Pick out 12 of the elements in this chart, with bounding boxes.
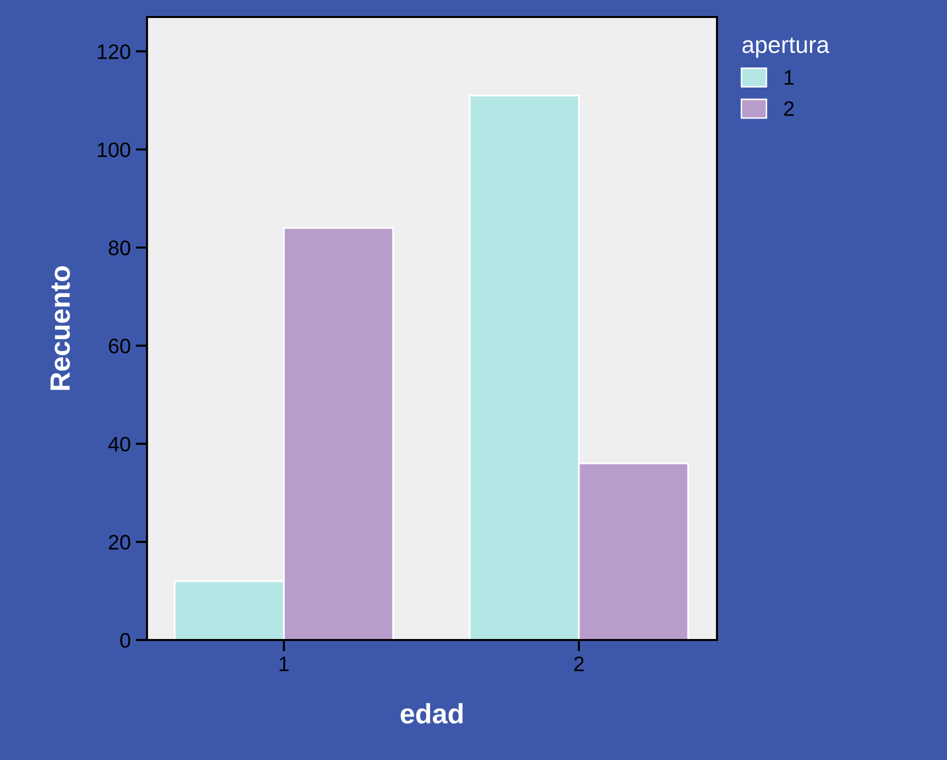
y-axis-title: Recuento (50, 266, 70, 390)
x-axis-title: edad (400, 703, 463, 724)
y-tick-label: 40 (108, 436, 130, 452)
y-tick-label: 120 (98, 44, 130, 60)
y-tick-label: 0 (120, 633, 130, 648)
y-tick-label: 100 (98, 142, 130, 158)
legend-label: 2 (784, 101, 794, 116)
legend-label: 1 (784, 70, 794, 85)
y-tick-label: 80 (108, 240, 130, 256)
y-tick-label: 20 (108, 534, 130, 550)
y-tick-label: 60 (108, 338, 130, 354)
legend-title: apertura (742, 38, 830, 58)
